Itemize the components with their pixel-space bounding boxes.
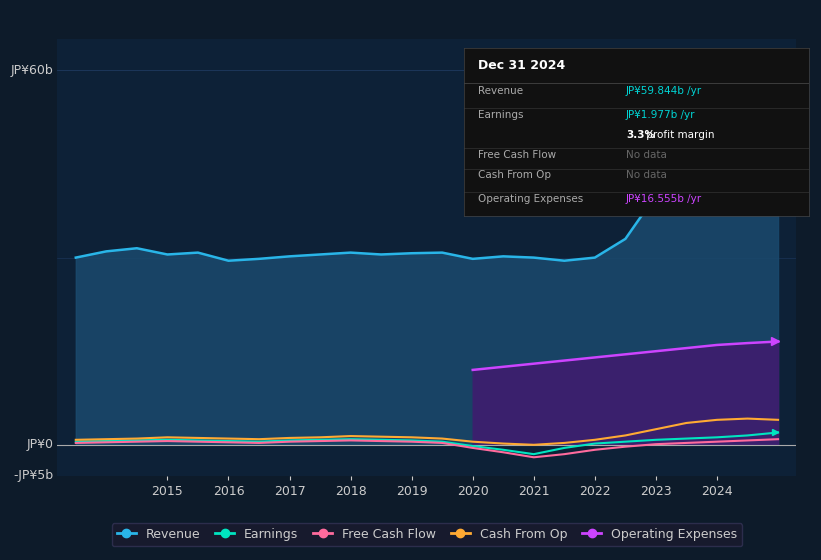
Text: JP¥60b: JP¥60b xyxy=(11,64,54,77)
Text: Cash From Op: Cash From Op xyxy=(478,170,551,180)
Text: JP¥1.977b /yr: JP¥1.977b /yr xyxy=(626,110,695,120)
Text: profit margin: profit margin xyxy=(643,130,714,140)
Text: Earnings: Earnings xyxy=(478,110,523,120)
Text: JP¥59.844b /yr: JP¥59.844b /yr xyxy=(626,86,702,96)
Text: Free Cash Flow: Free Cash Flow xyxy=(478,150,556,160)
Legend: Revenue, Earnings, Free Cash Flow, Cash From Op, Operating Expenses: Revenue, Earnings, Free Cash Flow, Cash … xyxy=(112,523,742,546)
Text: Revenue: Revenue xyxy=(478,86,523,96)
Text: No data: No data xyxy=(626,170,667,180)
Text: Dec 31 2024: Dec 31 2024 xyxy=(478,59,565,72)
Text: JP¥0: JP¥0 xyxy=(27,438,54,451)
Text: 3.3%: 3.3% xyxy=(626,130,655,140)
Text: JP¥16.555b /yr: JP¥16.555b /yr xyxy=(626,194,702,204)
Text: -JP¥5b: -JP¥5b xyxy=(14,469,54,483)
Text: Operating Expenses: Operating Expenses xyxy=(478,194,583,204)
Text: No data: No data xyxy=(626,150,667,160)
